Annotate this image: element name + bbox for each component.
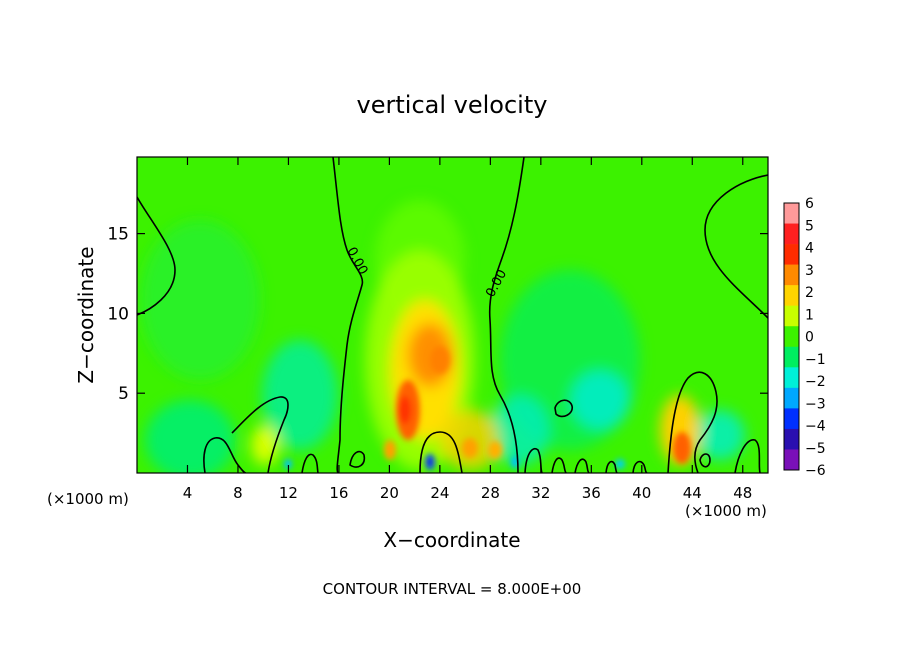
zero-contours [137,157,768,473]
x-tick-label-6: 28 [481,484,500,502]
contour-small-4 [554,399,573,418]
colorbar-tick-label-9: −3 [805,396,826,412]
colorbar-tick-label-11: −5 [805,441,826,457]
colorbar-swatch-5 [784,305,799,327]
colorbar-swatch-8 [784,367,799,389]
y-axis-label: Z−coordinate [74,246,98,383]
contour-right-top [704,174,768,319]
colorbar-swatch-12 [784,449,799,471]
x-tick-label-8: 36 [582,484,601,502]
x-axis-ticks: 4 8 12 16 20 24 28 32 36 40 44 48 [183,157,752,502]
colorbar-tick-label-3: 3 [805,263,814,279]
contour-small-8 [632,460,648,473]
contour-small-1 [301,453,319,473]
colorbar: 6 5 4 3 2 1 0 −1 −2 −3 −4 −5 −6 [783,196,826,479]
x-tick-label-1: 8 [233,484,243,502]
x-tick-label-9: 40 [632,484,651,502]
colorbar-tick-label-10: −4 [805,419,826,435]
x-tick-label-7: 32 [531,484,550,502]
colorbar-tick-label-0: 6 [805,196,814,212]
colorbar-swatch-4 [784,285,799,306]
contour-central-right [488,157,525,473]
y-tick-label-1: 10 [107,304,129,324]
x-unit-left: (×1000 m) [47,490,129,508]
colorbar-swatch-11 [784,428,799,450]
colorbar-swatch-0 [784,203,799,224]
colorbar-tick-label-8: −2 [805,374,826,390]
contour-left-foot [203,437,247,473]
y-tick-label-0: 5 [118,384,129,404]
colorbar-tick-label-4: 2 [805,285,814,301]
colorbar-swatch-9 [784,387,799,409]
colorbar-tick-label-6: 0 [805,330,814,346]
contour-updraft-base [419,431,463,473]
contour-small-7 [605,460,618,473]
colorbar-swatch-3 [784,264,799,286]
x-tick-label-2: 12 [279,484,298,502]
colorbar-swatch-1 [784,223,799,245]
contour-small-10 [734,439,761,473]
contour-right-cell [667,371,718,473]
colorbar-swatch-2 [784,244,799,265]
y-tick-label-2: 15 [107,225,129,245]
x-tick-label-5: 24 [430,484,449,502]
colorbar-swatch-6 [784,326,799,348]
contour-small-6 [574,458,590,473]
contour-small-9 [699,453,711,468]
chart-title: vertical velocity [357,91,548,119]
plot-frame [136,156,769,474]
contour-small-5 [551,457,567,473]
x-tick-label-4: 20 [380,484,399,502]
x-tick-label-11: 48 [733,484,752,502]
colorbar-swatch-7 [784,346,799,368]
colorbar-swatch-10 [784,408,799,430]
contour-left-foot-2 [231,396,289,473]
colorbar-tick-label-5: 1 [805,307,814,323]
contour-small-2 [349,450,366,468]
colorbar-frame [783,202,800,471]
plot-area [137,157,768,473]
contour-central-left [332,157,364,473]
y-axis-ticks: 5 10 15 [107,225,768,404]
colorbar-tick-label-1: 5 [805,218,814,234]
x-tick-label-0: 4 [183,484,193,502]
x-tick-label-3: 16 [329,484,348,502]
x-tick-label-10: 44 [683,484,702,502]
x-axis-label: X−coordinate [383,528,520,552]
x-unit-right: (×1000 m) [685,502,767,520]
colorbar-tick-label-12: −6 [805,463,826,479]
contour-interval-annotation: CONTOUR INTERVAL = 8.000E+00 [323,580,582,598]
colorbar-tick-label-2: 4 [805,241,814,257]
velocity-cores [284,346,691,470]
contour-left-top [137,196,176,316]
colorbar-tick-label-7: −1 [805,352,826,368]
